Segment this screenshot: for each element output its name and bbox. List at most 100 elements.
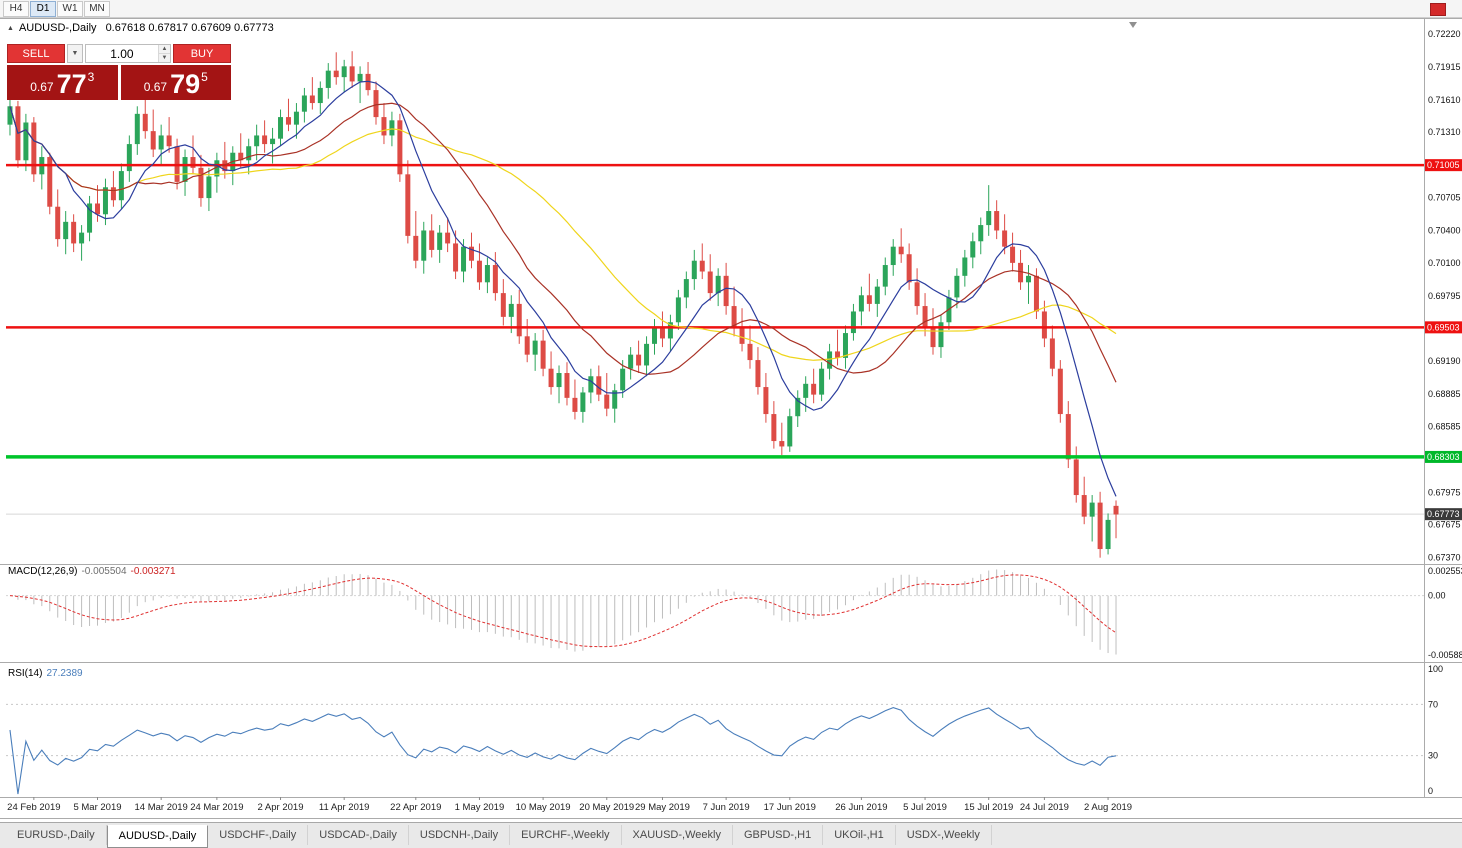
tab-usdx-weekly[interactable]: USDX-,Weekly <box>896 825 992 845</box>
macd-value-1: -0.005504 <box>81 566 127 577</box>
sell-price-point: 3 <box>87 70 95 84</box>
svg-text:0.71310: 0.71310 <box>1428 127 1461 137</box>
tab-ukoil-h1[interactable]: UKOil-,H1 <box>823 825 896 845</box>
macd-signal-line <box>9 574 1117 648</box>
buy-price-display[interactable]: 0.67 79 5 <box>120 65 231 100</box>
buy-button[interactable]: BUY <box>173 44 231 63</box>
svg-text:7 Jun 2019: 7 Jun 2019 <box>703 802 750 813</box>
timeframe-button-mn[interactable]: MN <box>84 0 110 17</box>
timeframe-button-d1[interactable]: D1 <box>30 0 56 17</box>
sell-price-display[interactable]: 0.67 77 3 <box>7 65 118 100</box>
chart-canvas[interactable]: 0.72220 0.71915 0.71610 0.71310 0.70705 0.704… <box>0 18 1462 820</box>
macd-name: MACD(12,26,9) <box>8 566 78 577</box>
rsi-indicator-label: RSI(14) 27.2389 <box>8 668 83 679</box>
tab-eurusd-daily[interactable]: EURUSD-,Daily <box>6 825 107 845</box>
one-click-trade-panel: SELL ▼ ▲ ▼ BUY 0.67 77 3 0.67 79 5 <box>7 44 231 100</box>
macd-value-2: -0.003271 <box>130 566 176 577</box>
svg-text:22 Apr 2019: 22 Apr 2019 <box>390 802 441 813</box>
ma-fast-line <box>9 80 1117 497</box>
rsi-name: RSI(14) <box>8 668 43 679</box>
macd-indicator-label: MACD(12,26,9) -0.005504 -0.003271 <box>8 566 176 577</box>
svg-text:0.69795: 0.69795 <box>1428 291 1461 301</box>
svg-text:0.71610: 0.71610 <box>1428 95 1461 105</box>
rsi-line <box>9 706 1117 795</box>
tab-gbpusd-h1[interactable]: GBPUSD-,H1 <box>733 825 824 845</box>
volume-dropdown-icon[interactable]: ▼ <box>67 44 83 63</box>
svg-text:5 Jul 2019: 5 Jul 2019 <box>903 802 947 813</box>
chart-shift-marker-icon[interactable] <box>1129 22 1137 28</box>
svg-text:0.71005: 0.71005 <box>1427 160 1460 170</box>
svg-text:5 Mar 2019: 5 Mar 2019 <box>73 802 121 813</box>
svg-text:24 Feb 2019: 24 Feb 2019 <box>7 802 60 813</box>
trade-panel-toggle-icon[interactable]: ▲ <box>7 24 14 32</box>
tab-audusd-daily[interactable]: AUDUSD-,Daily <box>106 825 209 848</box>
svg-text:10 May 2019: 10 May 2019 <box>516 802 571 813</box>
volume-input[interactable] <box>86 45 158 62</box>
svg-text:0.67975: 0.67975 <box>1428 487 1461 497</box>
buy-price-pips: 79 <box>170 69 201 99</box>
svg-text:0.68585: 0.68585 <box>1428 421 1461 431</box>
svg-text:2 Apr 2019: 2 Apr 2019 <box>258 802 304 813</box>
svg-text:70: 70 <box>1428 699 1438 709</box>
svg-text:0: 0 <box>1428 786 1433 796</box>
svg-text:30: 30 <box>1428 751 1438 761</box>
timeframe-toolbar: H4 D1 W1 MN <box>0 0 1462 18</box>
svg-text:24 Jul 2019: 24 Jul 2019 <box>1020 802 1069 813</box>
tab-usdchf-daily[interactable]: USDCHF-,Daily <box>208 825 309 845</box>
svg-text:0.67675: 0.67675 <box>1428 520 1461 530</box>
svg-text:20 May 2019: 20 May 2019 <box>579 802 634 813</box>
macd-histogram <box>17 569 1117 655</box>
svg-text:0.72220: 0.72220 <box>1428 29 1461 39</box>
volume-increase-icon[interactable]: ▲ <box>158 45 170 54</box>
svg-text:0.70705: 0.70705 <box>1428 193 1461 203</box>
ma-mid-line <box>9 102 1117 383</box>
rsi-value: 27.2389 <box>46 668 83 679</box>
svg-text:0.69190: 0.69190 <box>1428 356 1461 366</box>
tab-usdcad-daily[interactable]: USDCAD-,Daily <box>308 825 409 845</box>
chart-symbol-period: AUDUSD-,Daily <box>18 22 97 34</box>
macd-axis: 0.002553 0.00 -0.005888 <box>1428 566 1462 660</box>
svg-text:0.69503: 0.69503 <box>1427 322 1460 332</box>
svg-text:0.68303: 0.68303 <box>1427 452 1460 462</box>
svg-text:100: 100 <box>1428 664 1443 674</box>
tab-xauusd-weekly[interactable]: XAUUSD-,Weekly <box>622 825 733 845</box>
svg-text:11 Apr 2019: 11 Apr 2019 <box>319 802 370 813</box>
timeframe-button-h4[interactable]: H4 <box>3 0 29 17</box>
sell-price-prefix: 0.67 <box>30 80 54 94</box>
svg-text:14 Mar 2019: 14 Mar 2019 <box>134 802 187 813</box>
price-axis[interactable]: 0.72220 0.71915 0.71610 0.71310 0.70705 0.704… <box>1425 29 1462 563</box>
rsi-axis: 100 70 30 0 <box>1428 664 1443 796</box>
svg-text:-0.005888: -0.005888 <box>1428 650 1462 660</box>
toolbar-red-icon[interactable] <box>1430 3 1446 16</box>
svg-text:17 Jun 2019: 17 Jun 2019 <box>764 802 816 813</box>
chart-tabs: EURUSD-,Daily AUDUSD-,Daily USDCHF-,Daily U… <box>0 822 1462 848</box>
svg-text:0.71915: 0.71915 <box>1428 62 1461 72</box>
svg-text:26 Jun 2019: 26 Jun 2019 <box>835 802 887 813</box>
sell-button[interactable]: SELL <box>7 44 65 63</box>
tab-eurchf-weekly[interactable]: EURCHF-,Weekly <box>510 825 622 845</box>
svg-text:2 Aug 2019: 2 Aug 2019 <box>1084 802 1132 813</box>
svg-text:24 Mar 2019: 24 Mar 2019 <box>190 802 243 813</box>
svg-text:0.00: 0.00 <box>1428 591 1446 601</box>
chart-ohlc-values: 0.67618 0.67817 0.67609 0.67773 <box>105 22 274 34</box>
volume-decrease-icon[interactable]: ▼ <box>158 54 170 62</box>
svg-text:15 Jul 2019: 15 Jul 2019 <box>964 802 1013 813</box>
ma-slow-line <box>9 106 1117 361</box>
svg-text:0.002553: 0.002553 <box>1428 566 1462 576</box>
date-axis[interactable]: 24 Feb 2019 5 Mar 2019 14 Mar 2019 24 Mar 2… <box>7 797 1132 813</box>
chart-background <box>0 18 1462 820</box>
svg-text:0.70400: 0.70400 <box>1428 225 1461 235</box>
svg-text:29 May 2019: 29 May 2019 <box>635 802 690 813</box>
buy-price-prefix: 0.67 <box>143 80 168 94</box>
svg-text:1 May 2019: 1 May 2019 <box>455 802 505 813</box>
timeframe-button-w1[interactable]: W1 <box>57 0 83 17</box>
chart-title: ▲ AUDUSD-,Daily 0.67618 0.67817 0.67609 … <box>7 22 274 34</box>
svg-text:0.70100: 0.70100 <box>1428 258 1461 268</box>
svg-text:0.68885: 0.68885 <box>1428 389 1461 399</box>
svg-text:0.67370: 0.67370 <box>1428 553 1461 563</box>
sell-price-pips: 77 <box>56 69 87 99</box>
tab-usdcnh-daily[interactable]: USDCNH-,Daily <box>409 825 511 845</box>
svg-text:0.67773: 0.67773 <box>1427 509 1460 519</box>
buy-price-point: 5 <box>201 70 208 84</box>
